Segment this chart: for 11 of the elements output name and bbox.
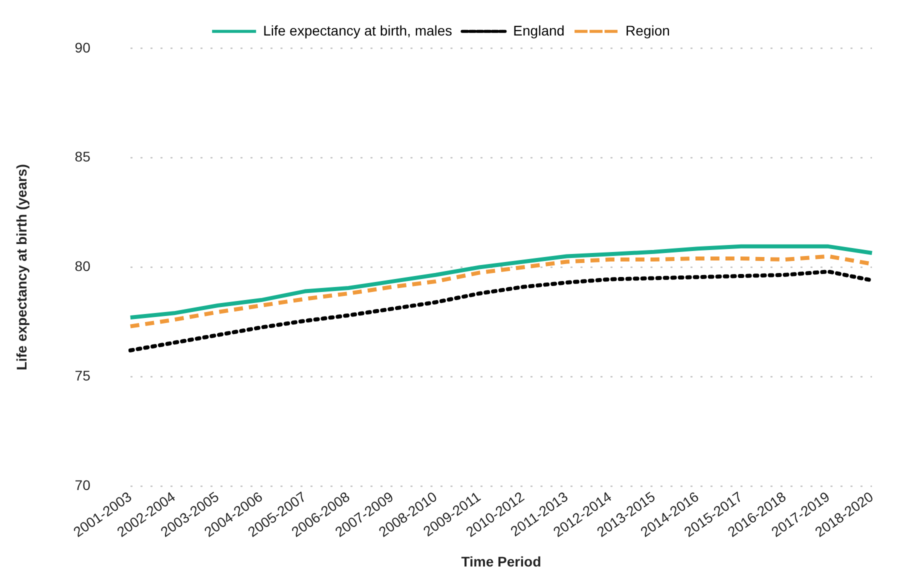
legend-label: Life expectancy at birth, males: [263, 22, 452, 38]
y-axis-title: Life expectancy at birth (years): [13, 164, 30, 370]
y-tick-label: 80: [74, 258, 91, 274]
x-axis-title: Time Period: [461, 553, 542, 570]
line-series: [128, 270, 874, 352]
y-tick-label: 75: [74, 367, 91, 384]
y-tick-label: 70: [74, 476, 91, 493]
y-tick-label: 85: [74, 148, 91, 165]
legend-label: Region: [626, 22, 670, 38]
legend-label: England: [513, 22, 565, 38]
y-tick-label: 90: [74, 39, 91, 56]
